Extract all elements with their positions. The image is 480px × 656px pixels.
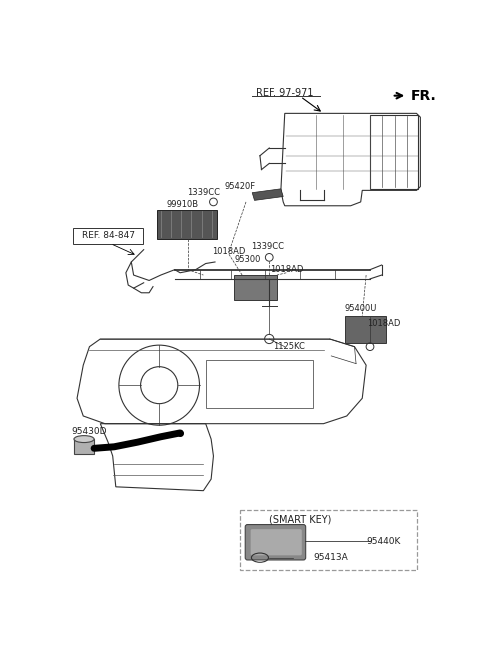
FancyBboxPatch shape (73, 228, 143, 243)
Text: 1125KC: 1125KC (273, 342, 305, 351)
Ellipse shape (74, 436, 94, 443)
Text: 95400U: 95400U (345, 304, 377, 313)
Text: 1018AD: 1018AD (270, 265, 303, 274)
Bar (345, 316, 385, 343)
Text: 1339CC: 1339CC (187, 188, 220, 197)
Bar (234, 275, 277, 300)
Text: REF. 84-847: REF. 84-847 (82, 232, 134, 240)
Text: FR.: FR. (410, 89, 436, 102)
Bar (74, 439, 94, 455)
Text: 95420F: 95420F (224, 182, 255, 191)
Text: 95413A: 95413A (314, 553, 348, 562)
Text: REF. 97-971: REF. 97-971 (256, 88, 313, 98)
Text: 1339CC: 1339CC (251, 242, 284, 251)
Bar (157, 210, 217, 239)
Text: 95440K: 95440K (367, 537, 401, 546)
Text: (SMART KEY): (SMART KEY) (269, 514, 331, 524)
Text: 99910B: 99910B (167, 199, 199, 209)
FancyBboxPatch shape (251, 529, 302, 556)
Text: 1018AD: 1018AD (367, 319, 401, 328)
Text: 95430D: 95430D (72, 427, 107, 436)
Text: 1018AD: 1018AD (212, 247, 246, 256)
Polygon shape (252, 189, 283, 200)
Text: 95300: 95300 (234, 255, 261, 264)
FancyBboxPatch shape (240, 510, 417, 570)
Bar (206, 359, 312, 407)
FancyBboxPatch shape (245, 525, 306, 560)
